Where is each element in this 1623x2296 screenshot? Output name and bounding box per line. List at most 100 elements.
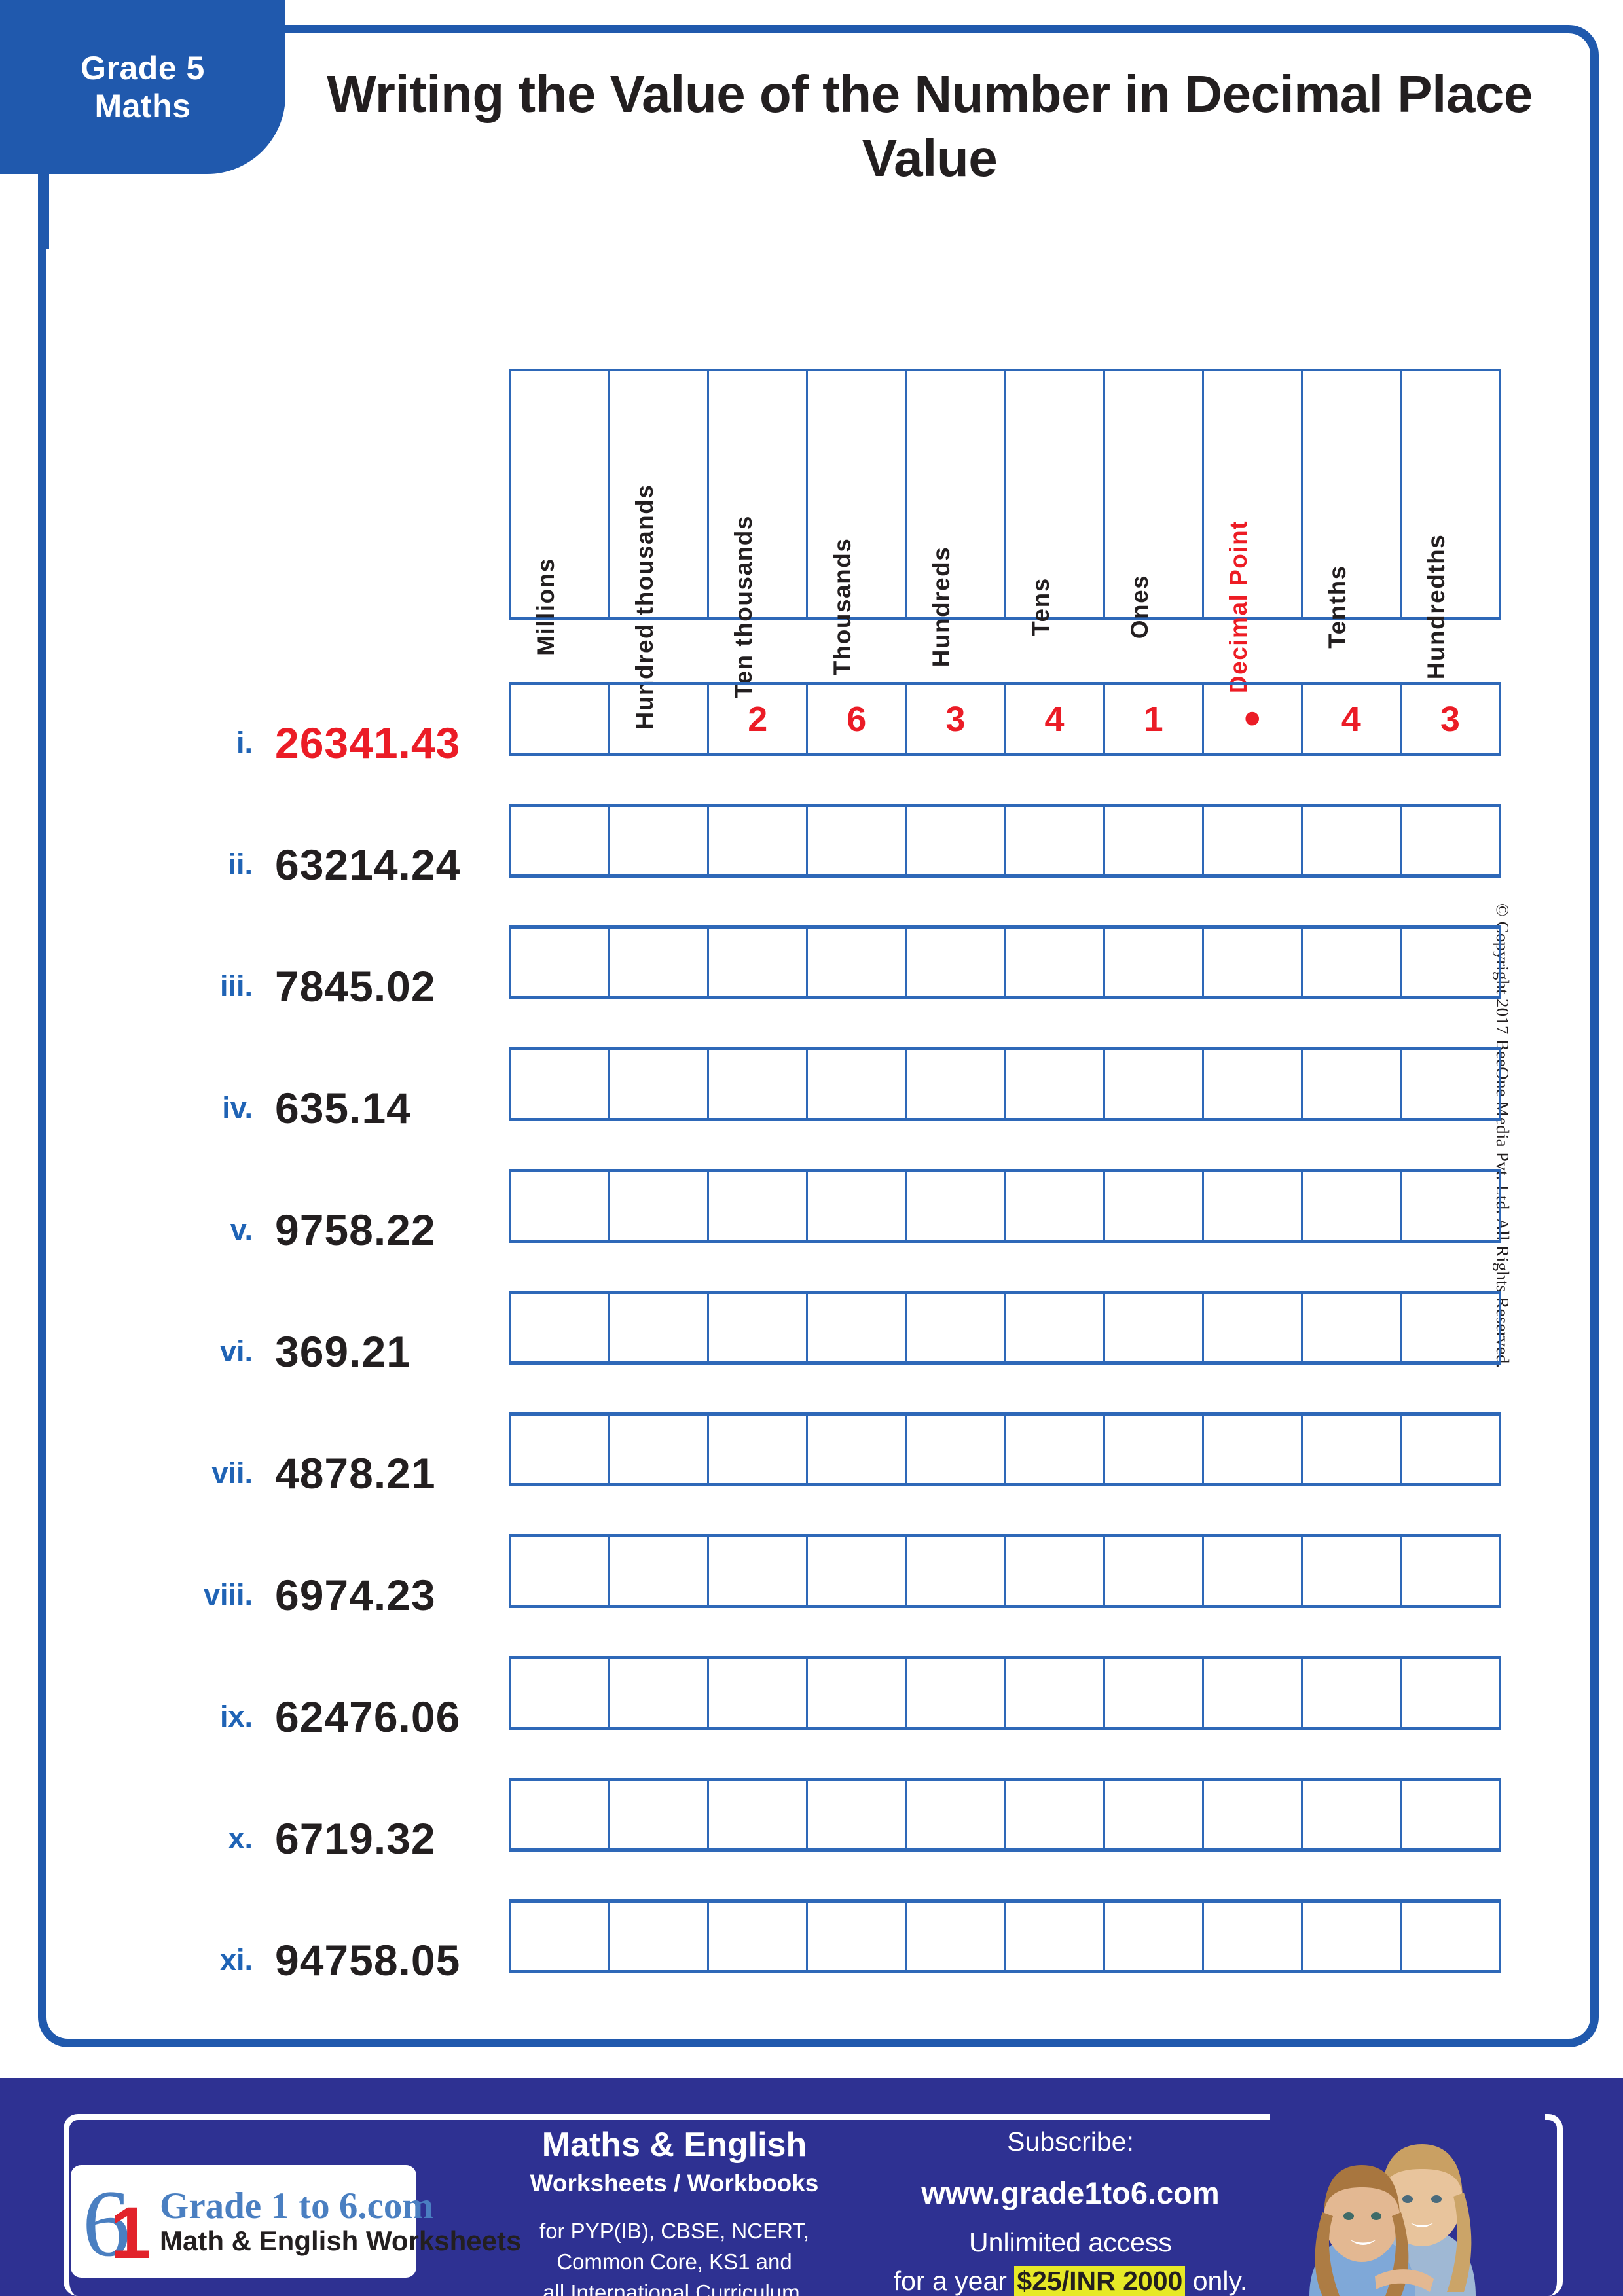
- place-value-cell[interactable]: [608, 1903, 707, 1970]
- place-value-cell[interactable]: [905, 929, 1004, 996]
- place-value-cell[interactable]: [1399, 1172, 1501, 1240]
- place-value-cell[interactable]: [509, 1172, 608, 1240]
- place-value-cell[interactable]: [1201, 1903, 1301, 1970]
- place-value-cell[interactable]: [1201, 807, 1301, 874]
- place-value-cell[interactable]: [806, 1172, 905, 1240]
- place-value-cell[interactable]: 1: [1103, 685, 1202, 753]
- place-value-cell[interactable]: [1004, 929, 1103, 996]
- place-value-cell[interactable]: [806, 1781, 905, 1848]
- place-value-cell[interactable]: [905, 1416, 1004, 1483]
- place-value-cell[interactable]: [1300, 929, 1400, 996]
- place-value-cell[interactable]: [1103, 929, 1202, 996]
- place-value-cell[interactable]: [707, 1416, 806, 1483]
- place-value-cell[interactable]: [1004, 807, 1103, 874]
- place-value-cell[interactable]: [905, 1659, 1004, 1727]
- place-value-cell[interactable]: [1399, 1781, 1501, 1848]
- place-value-cell[interactable]: [509, 1537, 608, 1605]
- place-value-cell[interactable]: [1300, 1416, 1400, 1483]
- place-value-cell[interactable]: [608, 1781, 707, 1848]
- place-value-cell[interactable]: [1300, 1537, 1400, 1605]
- place-value-cell[interactable]: [509, 1050, 608, 1118]
- place-value-cell[interactable]: [509, 1781, 608, 1848]
- place-value-cell[interactable]: [806, 1416, 905, 1483]
- place-value-cell[interactable]: [608, 807, 707, 874]
- place-value-cell[interactable]: [1103, 1537, 1202, 1605]
- place-value-cell[interactable]: [1300, 1294, 1400, 1361]
- place-value-cell[interactable]: [1201, 1781, 1301, 1848]
- place-value-cell[interactable]: [806, 807, 905, 874]
- place-value-cell[interactable]: [509, 685, 608, 753]
- place-value-cell[interactable]: [1300, 1050, 1400, 1118]
- footer-website-link[interactable]: www.grade1to6.com: [921, 2176, 1220, 2211]
- place-value-cell[interactable]: [806, 1903, 905, 1970]
- place-value-cell[interactable]: [1004, 1050, 1103, 1118]
- place-value-cell[interactable]: [608, 1050, 707, 1118]
- place-value-cell[interactable]: [905, 1172, 1004, 1240]
- place-value-cell[interactable]: [1300, 1659, 1400, 1727]
- place-value-cell[interactable]: [509, 929, 608, 996]
- place-value-cell[interactable]: [1004, 1416, 1103, 1483]
- place-value-cell[interactable]: [905, 1294, 1004, 1361]
- place-value-cell[interactable]: [905, 1537, 1004, 1605]
- place-value-cell[interactable]: [1201, 1172, 1301, 1240]
- place-value-cell[interactable]: [509, 1416, 608, 1483]
- place-value-cell[interactable]: [707, 1172, 806, 1240]
- place-value-cell[interactable]: [1004, 1294, 1103, 1361]
- place-value-cell[interactable]: [806, 1537, 905, 1605]
- place-value-cell[interactable]: [509, 1903, 608, 1970]
- place-value-cell[interactable]: [608, 1172, 707, 1240]
- place-value-cell[interactable]: [608, 685, 707, 753]
- place-value-cell[interactable]: [1201, 929, 1301, 996]
- place-value-cell[interactable]: 3: [905, 685, 1004, 753]
- place-value-cell[interactable]: [1399, 1050, 1501, 1118]
- place-value-cell[interactable]: [905, 1781, 1004, 1848]
- place-value-cell[interactable]: [1399, 1537, 1501, 1605]
- place-value-cell[interactable]: [707, 807, 806, 874]
- place-value-cell[interactable]: [1103, 1416, 1202, 1483]
- place-value-cell[interactable]: [806, 1050, 905, 1118]
- place-value-cell[interactable]: [1399, 1294, 1501, 1361]
- place-value-cell[interactable]: •: [1201, 685, 1301, 753]
- place-value-cell[interactable]: [608, 1659, 707, 1727]
- place-value-cell[interactable]: [905, 1050, 1004, 1118]
- place-value-cell[interactable]: [608, 929, 707, 996]
- place-value-cell[interactable]: [707, 1537, 806, 1605]
- place-value-cell[interactable]: [1103, 1659, 1202, 1727]
- place-value-cell[interactable]: [509, 1294, 608, 1361]
- place-value-cell[interactable]: [509, 807, 608, 874]
- place-value-cell[interactable]: [707, 1659, 806, 1727]
- place-value-cell[interactable]: [1201, 1050, 1301, 1118]
- place-value-cell[interactable]: 3: [1399, 685, 1501, 753]
- place-value-cell[interactable]: [806, 929, 905, 996]
- place-value-cell[interactable]: [1399, 807, 1501, 874]
- place-value-cell[interactable]: 2: [707, 685, 806, 753]
- place-value-cell[interactable]: [806, 1659, 905, 1727]
- place-value-cell[interactable]: [905, 807, 1004, 874]
- place-value-cell[interactable]: [1004, 1659, 1103, 1727]
- place-value-cell[interactable]: [1004, 1537, 1103, 1605]
- place-value-cell[interactable]: [1004, 1903, 1103, 1970]
- place-value-cell[interactable]: 4: [1004, 685, 1103, 753]
- place-value-cell[interactable]: [1399, 1659, 1501, 1727]
- place-value-cell[interactable]: [1300, 1172, 1400, 1240]
- place-value-cell[interactable]: [806, 1294, 905, 1361]
- place-value-cell[interactable]: [707, 1781, 806, 1848]
- place-value-cell[interactable]: [1103, 1781, 1202, 1848]
- place-value-cell[interactable]: 6: [806, 685, 905, 753]
- place-value-cell[interactable]: [905, 1903, 1004, 1970]
- place-value-cell[interactable]: [707, 1903, 806, 1970]
- place-value-cell[interactable]: [1004, 1172, 1103, 1240]
- place-value-cell[interactable]: [1103, 1294, 1202, 1361]
- place-value-cell[interactable]: [1399, 1903, 1501, 1970]
- place-value-cell[interactable]: [1399, 929, 1501, 996]
- place-value-cell[interactable]: [1103, 1050, 1202, 1118]
- place-value-cell[interactable]: [1103, 1903, 1202, 1970]
- place-value-cell[interactable]: [1201, 1659, 1301, 1727]
- place-value-cell[interactable]: [1103, 1172, 1202, 1240]
- place-value-cell[interactable]: [608, 1537, 707, 1605]
- place-value-cell[interactable]: [509, 1659, 608, 1727]
- place-value-cell[interactable]: [1399, 1416, 1501, 1483]
- place-value-cell[interactable]: [1201, 1537, 1301, 1605]
- place-value-cell[interactable]: 4: [1300, 685, 1400, 753]
- place-value-cell[interactable]: [707, 1050, 806, 1118]
